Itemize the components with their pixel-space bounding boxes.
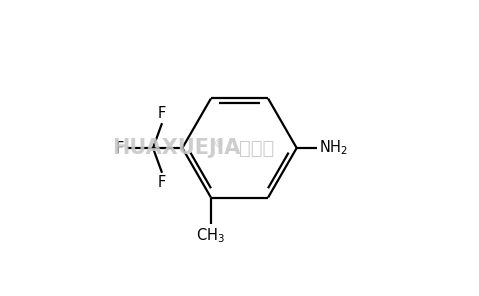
Text: 化学加: 化学加 <box>240 139 275 157</box>
Text: F: F <box>158 175 166 190</box>
Text: CH$_3$: CH$_3$ <box>196 226 226 245</box>
Text: HUAXUEJIA: HUAXUEJIA <box>112 138 240 158</box>
Text: F: F <box>116 141 124 155</box>
Text: F: F <box>158 106 166 121</box>
Text: NH$_2$: NH$_2$ <box>319 139 348 157</box>
Text: ®: ® <box>214 139 224 149</box>
